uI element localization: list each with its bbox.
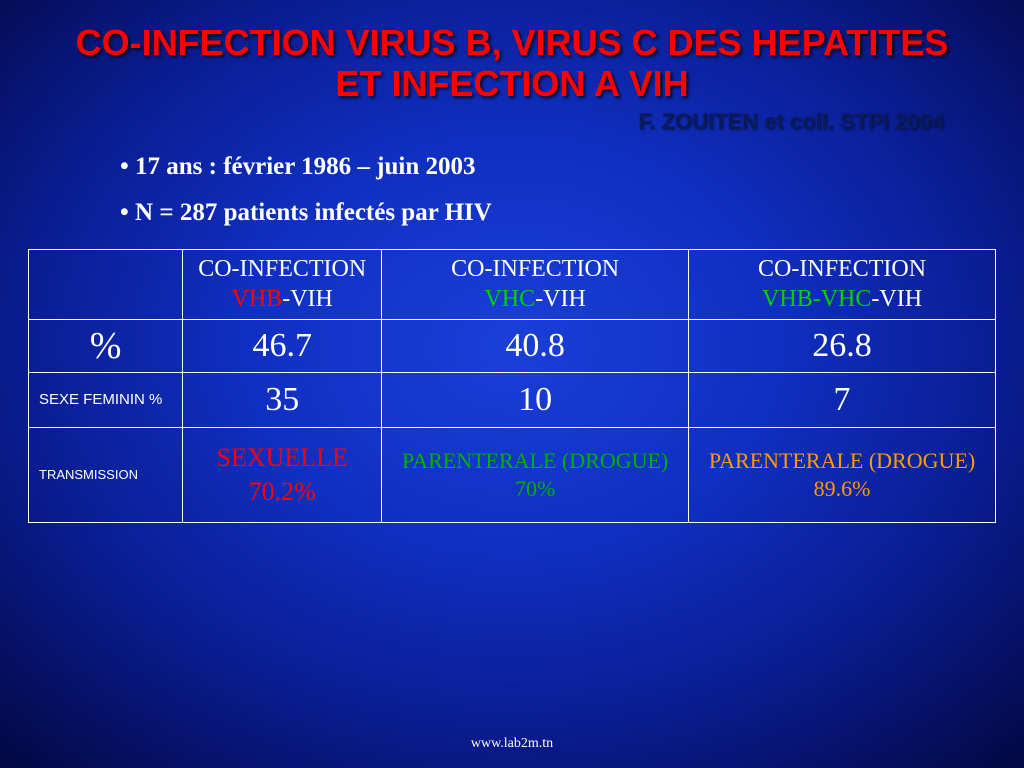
table-header-row: CO-INFECTION VHB-VIH CO-INFECTION VHC-VI… <box>29 249 996 319</box>
data-table: CO-INFECTION VHB-VIH CO-INFECTION VHC-VI… <box>28 249 996 523</box>
footer-url: www.lab2m.tn <box>0 736 1024 752</box>
cell: 7 <box>689 372 996 427</box>
cell: 40.8 <box>382 319 689 372</box>
row-label-percent: % <box>29 319 183 372</box>
header-empty <box>29 249 183 319</box>
row-label-sexe: SEXE FEMININ % <box>29 372 183 427</box>
title-line2: ET INFECTION A VIH <box>335 63 688 104</box>
cell: 35 <box>183 372 382 427</box>
cell-transmission: SEXUELLE 70.2% <box>183 427 382 522</box>
header-vhc-vih: CO-INFECTION VHC-VIH <box>382 249 689 319</box>
slide-title: CO-INFECTION VIRUS B, VIRUS C DES HEPATI… <box>0 0 1024 135</box>
table-row: TRANSMISSION SEXUELLE 70.2% PARENTERALE … <box>29 427 996 522</box>
bullet-item: N = 287 patients infectés par HIV <box>120 199 1024 227</box>
bullet-item: 17 ans : février 1986 – juin 2003 <box>120 153 1024 181</box>
cell: 26.8 <box>689 319 996 372</box>
header-vhb-vih: CO-INFECTION VHB-VIH <box>183 249 382 319</box>
cell: 10 <box>382 372 689 427</box>
title-line1: CO-INFECTION VIRUS B, VIRUS C DES HEPATI… <box>76 22 949 63</box>
table-row: SEXE FEMININ % 35 10 7 <box>29 372 996 427</box>
header-vhb-vhc-vih: CO-INFECTION VHB-VHC-VIH <box>689 249 996 319</box>
row-label-transmission: TRANSMISSION <box>29 427 183 522</box>
table-row: % 46.7 40.8 26.8 <box>29 319 996 372</box>
bullet-list: 17 ans : février 1986 – juin 2003 N = 28… <box>120 153 1024 227</box>
cell-transmission: PARENTERALE (DROGUE) 70% <box>382 427 689 522</box>
cell: 46.7 <box>183 319 382 372</box>
subtitle: F. ZOUITEN et coll. STPI 2004 <box>40 109 984 135</box>
cell-transmission: PARENTERALE (DROGUE) 89.6% <box>689 427 996 522</box>
